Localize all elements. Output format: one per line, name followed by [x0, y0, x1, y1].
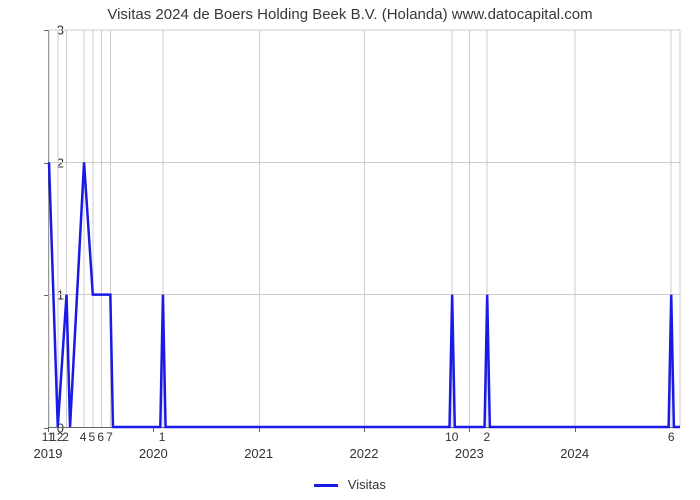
visits-line-chart: Visitas 2024 de Boers Holding Beek B.V. …: [0, 0, 700, 500]
x-major-label: 2022: [350, 446, 379, 461]
x-minor-label: 4: [80, 430, 87, 444]
x-major-label: 2019: [34, 446, 63, 461]
x-minor-label: 2: [62, 430, 69, 444]
x-minor-label: 6: [97, 430, 104, 444]
x-minor-label: 10: [445, 430, 458, 444]
x-tick: [469, 428, 470, 432]
x-minor-label: 1: [159, 430, 166, 444]
x-major-label: 2023: [455, 446, 484, 461]
legend-label: Visitas: [348, 477, 386, 492]
x-major-label: 2020: [139, 446, 168, 461]
plot-area: [48, 30, 680, 428]
x-tick: [259, 428, 260, 432]
x-minor-label: 7: [106, 430, 113, 444]
legend-swatch: [314, 484, 338, 487]
legend: Visitas: [0, 477, 700, 492]
x-tick: [153, 428, 154, 432]
line-series: [49, 30, 680, 427]
x-tick: [575, 428, 576, 432]
x-major-label: 2024: [560, 446, 589, 461]
x-tick: [364, 428, 365, 432]
x-major-label: 2021: [244, 446, 273, 461]
x-minor-label: 2: [484, 430, 491, 444]
chart-title: Visitas 2024 de Boers Holding Beek B.V. …: [0, 6, 700, 23]
x-minor-label: 5: [89, 430, 96, 444]
x-minor-label: 6: [668, 430, 675, 444]
x-tick: [48, 428, 49, 432]
